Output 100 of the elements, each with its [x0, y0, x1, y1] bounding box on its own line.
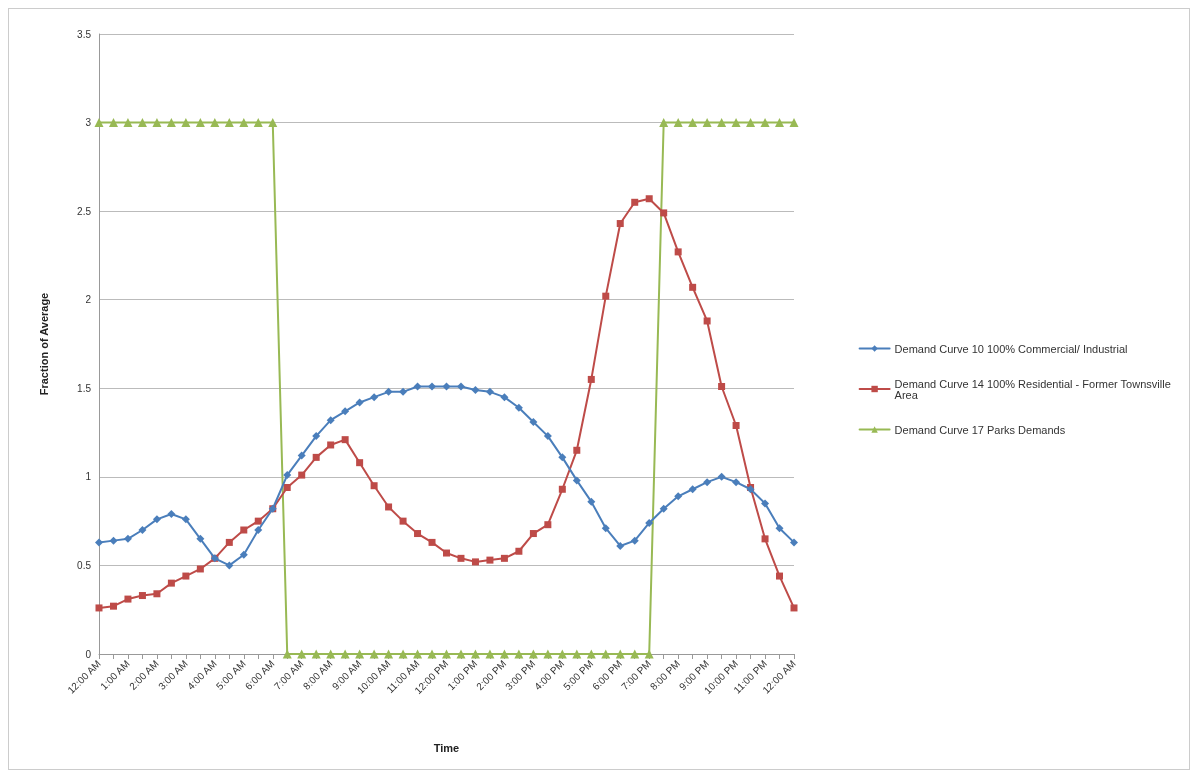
point	[528, 649, 538, 659]
point	[674, 492, 683, 501]
point	[557, 649, 567, 659]
point	[673, 118, 683, 128]
point	[689, 283, 697, 291]
y-tick-label: 3.5	[77, 28, 92, 40]
point	[399, 387, 408, 396]
y-axis-title: Fraction of Average	[37, 292, 50, 396]
point	[108, 118, 118, 128]
point	[341, 436, 349, 444]
point	[167, 510, 176, 519]
point	[109, 602, 117, 610]
point	[645, 518, 654, 527]
point	[413, 649, 423, 659]
point	[470, 649, 480, 659]
point	[601, 649, 611, 659]
point	[138, 592, 146, 600]
point	[760, 118, 770, 128]
point	[573, 446, 581, 454]
point	[369, 649, 379, 659]
point	[283, 483, 291, 491]
point	[340, 649, 350, 659]
point	[239, 550, 248, 559]
point	[601, 524, 610, 533]
point	[210, 118, 220, 128]
point	[195, 118, 205, 128]
point	[138, 526, 147, 534]
point	[312, 453, 320, 461]
point	[572, 476, 581, 485]
point	[746, 118, 756, 128]
point	[182, 572, 190, 580]
point	[442, 382, 451, 391]
point	[152, 118, 162, 128]
point	[645, 195, 653, 203]
point	[659, 118, 669, 128]
y-tick-label: 0	[85, 648, 92, 660]
point	[456, 649, 466, 659]
point	[341, 407, 350, 416]
point	[298, 471, 306, 479]
point	[153, 590, 161, 598]
point	[283, 471, 292, 480]
point	[124, 595, 132, 603]
point	[586, 649, 596, 659]
point	[240, 526, 248, 534]
point	[181, 515, 190, 524]
point	[370, 482, 378, 490]
x-axis-title: Time	[433, 741, 460, 754]
point	[731, 118, 741, 128]
point	[514, 403, 523, 412]
point	[443, 549, 450, 557]
point	[485, 387, 494, 396]
point	[543, 432, 552, 441]
point	[326, 649, 336, 659]
point	[384, 649, 394, 659]
point	[688, 485, 697, 494]
point	[356, 459, 364, 467]
point	[428, 382, 437, 391]
point	[558, 485, 566, 493]
point	[385, 503, 393, 511]
point	[499, 649, 509, 659]
legend-label: Demand Curve 10 100% Commercial/ Industrial	[894, 342, 1128, 355]
point	[95, 538, 103, 547]
point	[225, 538, 233, 546]
point	[717, 118, 727, 128]
point	[717, 472, 726, 481]
point	[616, 541, 625, 550]
point	[225, 561, 234, 570]
point	[413, 382, 422, 391]
point	[414, 530, 422, 538]
point	[428, 538, 436, 546]
point	[181, 118, 191, 128]
point	[703, 478, 712, 487]
point	[674, 248, 682, 256]
point	[790, 604, 798, 612]
point	[776, 572, 784, 580]
point	[558, 453, 567, 462]
point	[515, 547, 523, 555]
point	[602, 292, 610, 300]
point	[327, 441, 335, 449]
point	[486, 556, 494, 564]
point	[109, 536, 118, 545]
point	[399, 517, 407, 525]
point	[297, 451, 306, 460]
point	[196, 534, 205, 543]
point	[239, 118, 249, 128]
point	[529, 417, 538, 426]
point	[254, 526, 263, 534]
point	[384, 387, 393, 396]
y-tick-label: 3	[85, 117, 92, 129]
point	[615, 649, 625, 659]
y-tick-label: 0.5	[77, 559, 92, 571]
point	[224, 118, 234, 128]
point	[123, 534, 132, 543]
point	[789, 118, 799, 128]
point	[529, 530, 537, 538]
legend-label: Demand Curve 17 Parks Demands	[894, 423, 1066, 436]
point	[166, 118, 176, 128]
point	[297, 649, 307, 659]
point	[761, 535, 769, 543]
point	[500, 554, 508, 562]
